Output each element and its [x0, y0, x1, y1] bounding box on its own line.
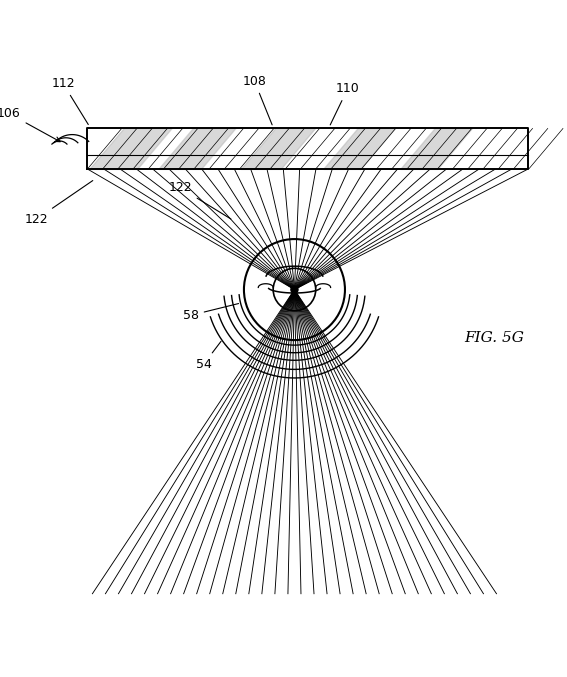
- Text: 122: 122: [168, 181, 231, 219]
- Text: 108: 108: [243, 75, 272, 125]
- Circle shape: [290, 285, 299, 294]
- Polygon shape: [401, 129, 472, 169]
- Polygon shape: [159, 129, 236, 169]
- Text: 106: 106: [0, 107, 60, 141]
- Text: 122: 122: [25, 181, 93, 225]
- Text: 112: 112: [52, 77, 88, 125]
- Polygon shape: [90, 129, 172, 169]
- Text: 54: 54: [196, 341, 221, 371]
- Text: 58: 58: [183, 303, 239, 322]
- Text: 110: 110: [330, 83, 359, 125]
- Polygon shape: [324, 129, 395, 169]
- Polygon shape: [242, 129, 316, 169]
- Text: FIG. 5G: FIG. 5G: [464, 332, 524, 345]
